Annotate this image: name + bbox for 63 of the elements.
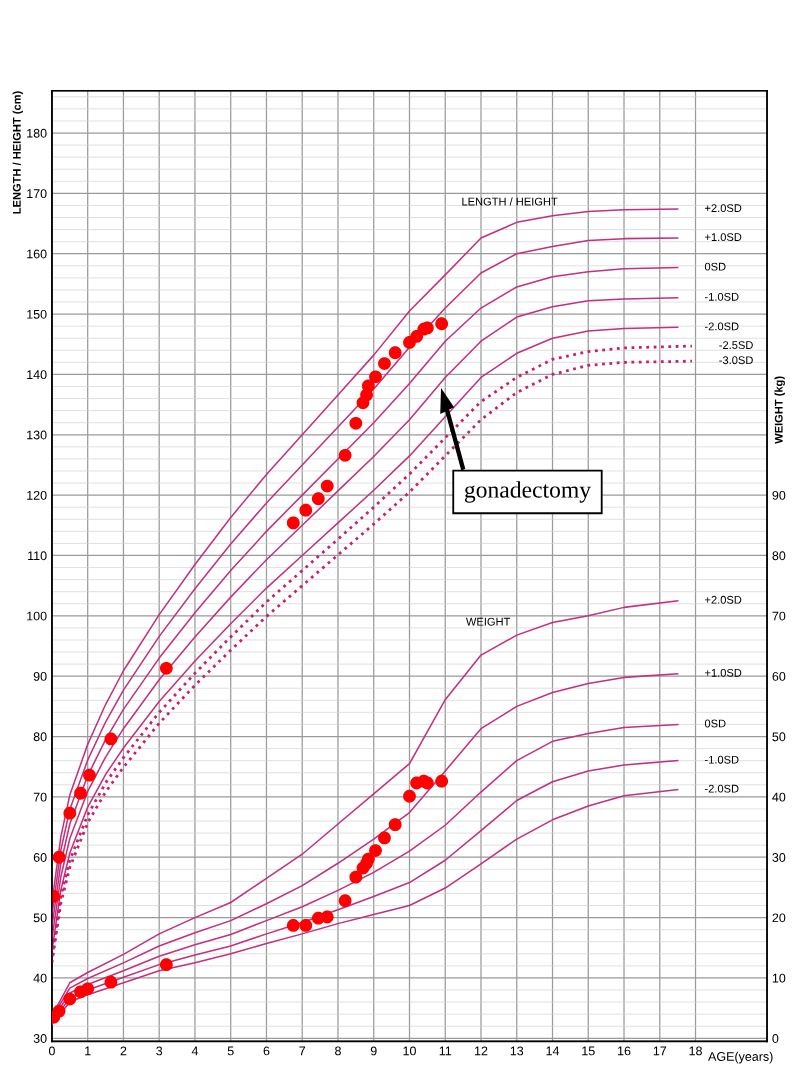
y-axis-title: LENGTH / HEIGHT (cm) [12,91,23,214]
y2-tick-label: 80 [772,551,786,561]
y-tick-label: 180 [27,128,47,138]
y-tick-label: 120 [27,490,47,500]
text: +1.0SD [705,668,742,677]
y-tick-label: 50 [33,913,47,923]
text: +2.0SD [705,595,742,604]
y-tick-label: 170 [27,189,47,199]
y-tick-label: 30 [33,1034,47,1043]
y2-tick-label: 90 [772,490,786,500]
y-tick-label: 80 [33,732,47,742]
text: +1.0SD [705,233,742,242]
text: -3.0SD [719,356,753,365]
x-tick-label: 12 [475,1046,488,1056]
annotation: LENGTH / HEIGHT [462,197,558,206]
x-tick-label: 15 [582,1046,595,1056]
y-tick-label: 90 [33,671,47,681]
text: +2.0SD [705,204,742,213]
y2-tick-label: 50 [772,732,786,742]
x-tick-label: 17 [653,1046,667,1056]
x-tick-label: 8 [335,1046,341,1056]
y-tick-label: 100 [27,611,47,621]
y-tick-label: 110 [28,551,47,561]
x-tick-label: 13 [510,1046,524,1056]
annotation: WEIGHT [465,617,511,626]
y2-tick-label: 70 [772,611,786,621]
y-tick-label: 140 [27,370,47,380]
x-axis-title: AGE(years) [708,1051,773,1064]
y2-axis-title: WEIGHT (kg) [774,376,785,444]
x-tick-label: 4 [191,1046,199,1056]
text: -1.0SD [704,292,739,301]
y2-tick-label: 60 [772,671,786,681]
y-tick-label: 60 [33,853,47,862]
y2-tick-label: 20 [772,913,786,923]
y-tick-label: 160 [27,249,47,259]
text: -1.0SD [704,755,739,764]
annotation: gonadectomy [464,481,591,503]
x-tick-label: 5 [227,1046,234,1056]
x-tick-label: 7 [299,1046,306,1056]
y2-tick-label: 10 [772,973,786,983]
text: -2.0SD [704,322,739,331]
text: -2.0SD [704,784,739,793]
x-tick-label: 9 [370,1046,377,1056]
y-tick-label: 40 [33,973,47,983]
text: 0SD [704,719,726,728]
x-tick-label: 0 [48,1046,55,1056]
y2-tick-label: 0 [772,1034,779,1043]
y2-tick-label: 30 [772,853,786,862]
y-tick-label: 130 [27,430,47,440]
y-tick-label: 70 [33,792,47,802]
x-tick-label: 3 [156,1046,163,1056]
text: -2.5SD [719,341,753,350]
y2-tick-label: 40 [772,792,786,802]
x-tick-label: 2 [120,1046,127,1056]
x-tick-label: 1 [85,1046,91,1056]
x-tick-label: 16 [618,1046,631,1056]
x-tick-label: 11 [439,1046,452,1056]
x-tick-label: 14 [546,1046,560,1056]
x-tick-label: 10 [403,1046,416,1056]
text: 0SD [704,262,726,271]
x-tick-label: 18 [689,1046,702,1056]
y-tick-label: 150 [27,309,47,319]
x-tick-label: 6 [263,1046,270,1056]
